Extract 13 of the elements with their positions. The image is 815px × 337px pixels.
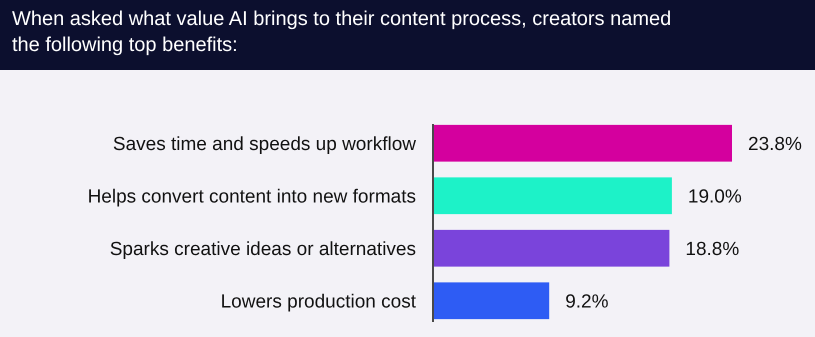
y-tick-label: Helps convert content into new formats bbox=[88, 186, 416, 208]
bar bbox=[434, 282, 550, 320]
data-label: 18.8% bbox=[685, 238, 740, 260]
chart-title: When asked what value AI brings to their content process, creators named the following top benefits: bbox=[12, 8, 672, 56]
bar bbox=[434, 124, 732, 162]
y-tick-label: Lowers production cost bbox=[220, 291, 417, 312]
data-label: 9.2% bbox=[565, 291, 609, 312]
bar bbox=[434, 177, 672, 214]
data-label: 23.8% bbox=[748, 134, 802, 155]
y-tick-label: Sparks creative ideas or alternatives bbox=[110, 238, 416, 260]
bar bbox=[434, 230, 670, 267]
data-label: 19.0% bbox=[688, 186, 742, 208]
y-tick-label: Saves time and speeds up workflow bbox=[112, 134, 416, 155]
